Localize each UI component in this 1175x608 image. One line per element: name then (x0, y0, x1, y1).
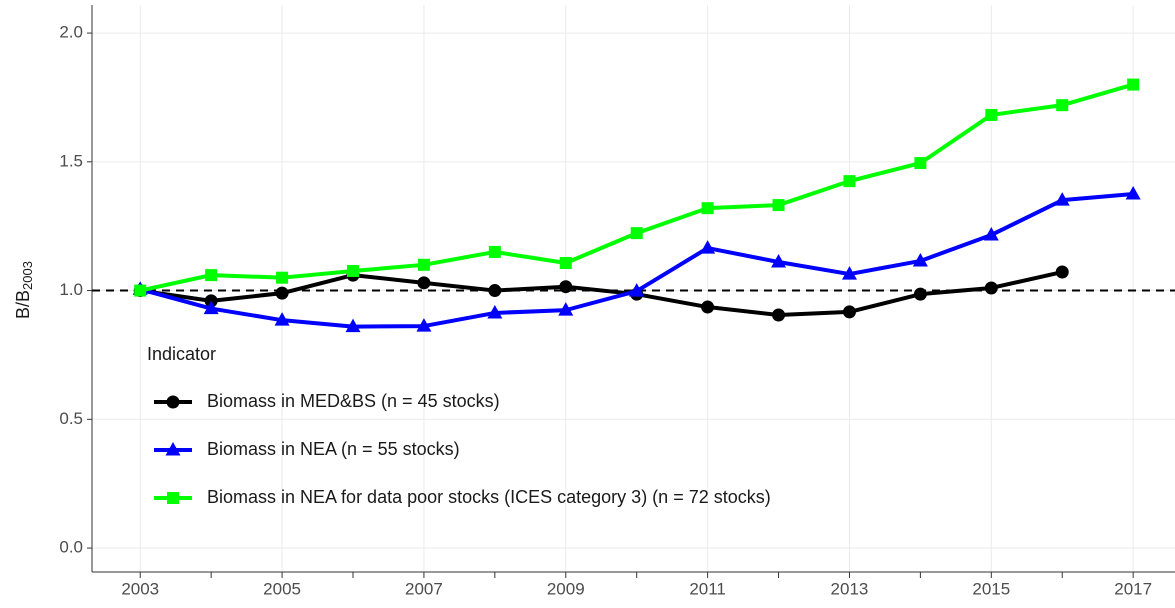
marker (771, 253, 787, 268)
marker (912, 252, 928, 267)
y-tick-label: 0.0 (59, 538, 83, 557)
y-tick-label: 2.0 (59, 23, 83, 42)
y-tick-label: 1.5 (59, 151, 83, 170)
marker (203, 300, 219, 315)
marker (165, 442, 181, 456)
x-tick-label: 2009 (547, 579, 585, 598)
marker (559, 257, 572, 270)
marker (842, 305, 856, 319)
series-line (139, 82, 1134, 293)
series-line (139, 270, 1063, 318)
marker (983, 226, 999, 241)
marker (345, 318, 361, 333)
x-tick-label: 2003 (121, 579, 159, 598)
marker (166, 395, 180, 409)
marker (914, 157, 927, 170)
x-tick-label: 2015 (972, 579, 1010, 598)
marker (488, 284, 502, 298)
marker (984, 281, 998, 295)
marker (1056, 99, 1069, 112)
x-tick-label: 2005 (263, 579, 301, 598)
marker (1055, 265, 1069, 279)
marker (630, 227, 643, 240)
legend-label: Biomass in NEA for data poor stocks (ICE… (207, 487, 771, 507)
marker (700, 240, 716, 254)
marker (985, 108, 998, 121)
legend-label: Biomass in MED&BS (n = 45 stocks) (207, 391, 500, 411)
y-axis-label-sub: 2003 (20, 261, 35, 290)
marker (417, 258, 430, 271)
marker (346, 264, 359, 277)
marker (1125, 186, 1141, 200)
marker (276, 271, 289, 284)
marker (1054, 192, 1070, 206)
marker (913, 287, 927, 301)
x-tick-label: 2011 (689, 579, 726, 598)
marker (134, 284, 147, 297)
marker (772, 199, 785, 212)
marker (488, 245, 501, 258)
marker (558, 302, 574, 316)
marker (843, 175, 856, 188)
y-axis-label: B/B2003 (13, 261, 36, 319)
marker (841, 266, 857, 280)
marker (167, 492, 179, 504)
legend-title: Indicator (147, 344, 216, 364)
x-tick-label: 2013 (831, 579, 869, 598)
marker (701, 300, 715, 314)
x-tick-label: 2017 (1114, 579, 1152, 598)
marker (701, 202, 714, 215)
y-axis-label-main: B/B (13, 290, 33, 319)
marker (416, 318, 432, 332)
marker (275, 286, 289, 300)
series-line (139, 192, 1134, 329)
marker (417, 276, 431, 290)
marker (205, 269, 218, 282)
marker (629, 283, 645, 297)
marker (559, 280, 573, 294)
marker (274, 312, 290, 326)
y-tick-label: 1.0 (59, 280, 83, 299)
marker (487, 304, 503, 319)
marker (1127, 78, 1140, 91)
legend-label: Biomass in NEA (n = 55 stocks) (207, 439, 460, 459)
x-tick-label: 2007 (405, 579, 443, 598)
marker (772, 308, 786, 322)
y-tick-label: 0.5 (59, 409, 83, 428)
